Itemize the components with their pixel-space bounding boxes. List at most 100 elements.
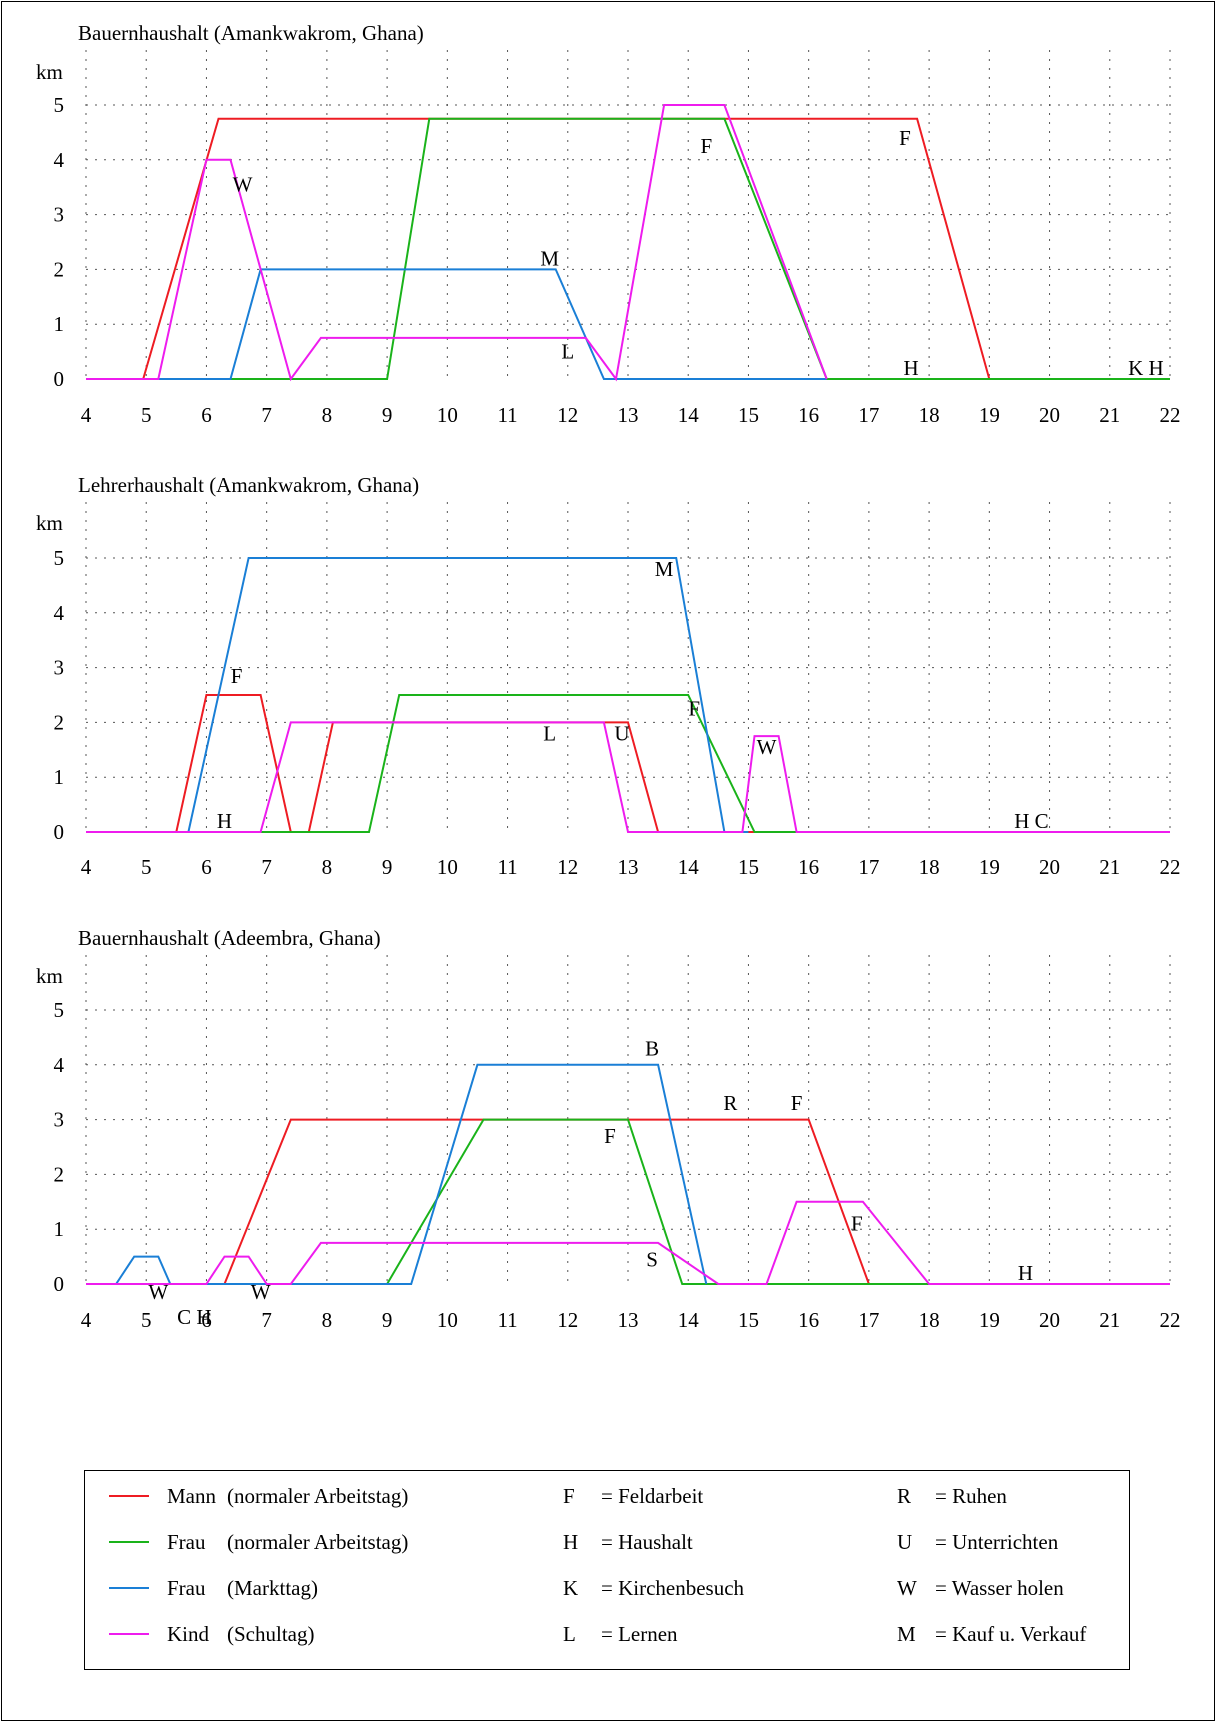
x-tick-label: 20 bbox=[1039, 403, 1060, 427]
x-tick-label: 10 bbox=[437, 855, 458, 879]
legend-desc: (normaler Arbeitstag) bbox=[227, 1529, 409, 1554]
series-line-kind bbox=[86, 1200, 1170, 1285]
code-feldarbeit: F = Feldarbeit bbox=[563, 1481, 703, 1511]
x-tick-label: 13 bbox=[618, 1308, 639, 1332]
x-tick-label: 9 bbox=[382, 1308, 393, 1332]
chart-panel-2: Lehrerhaushalt (Amankwakrom, Ghana) km 4 5 6… bbox=[36, 473, 1181, 879]
code-haushalt: H = Haushalt bbox=[563, 1527, 693, 1557]
y-tick-label: 5 bbox=[54, 998, 65, 1022]
x-tick-label: 20 bbox=[1039, 1308, 1060, 1332]
x-tick-label: 5 bbox=[141, 855, 152, 879]
x-tick-label: 4 bbox=[81, 1308, 92, 1332]
x-tick-label: 14 bbox=[678, 855, 700, 879]
x-tick-label: 7 bbox=[261, 1308, 272, 1332]
y-tick-label: 2 bbox=[54, 257, 65, 281]
x-tick-label: 16 bbox=[798, 403, 819, 427]
x-tick-label: 10 bbox=[437, 1308, 458, 1332]
x-tick-label: 9 bbox=[382, 855, 393, 879]
y-tick-label: 1 bbox=[54, 312, 65, 336]
x-tick-label: 15 bbox=[738, 403, 759, 427]
y-tick-label: 5 bbox=[54, 93, 65, 117]
x-tick-label: 17 bbox=[858, 403, 879, 427]
code-text: = Haushalt bbox=[601, 1529, 693, 1554]
legend: Mann (normaler Arbeitstag) Frau (normale… bbox=[84, 1470, 1130, 1670]
activity-annotation: F bbox=[899, 126, 911, 150]
activity-annotation: F bbox=[231, 664, 243, 688]
code-letter: K bbox=[563, 1575, 579, 1600]
activity-annotation: K H bbox=[1128, 356, 1164, 380]
series-line-kind bbox=[86, 104, 828, 382]
activity-annotation: F bbox=[851, 1212, 863, 1236]
chart-panel-1: Bauernhaushalt (Amankwakrom, Ghana) km 4 5 6… bbox=[36, 21, 1181, 427]
code-letter: M bbox=[897, 1621, 916, 1646]
x-tick-label: 19 bbox=[979, 855, 1000, 879]
legend-name: Kind bbox=[167, 1621, 209, 1646]
code-letter: U bbox=[897, 1529, 913, 1554]
legend-item-frau: Frau (normaler Arbeitstag) bbox=[109, 1527, 408, 1557]
activity-annotation: W bbox=[148, 1280, 168, 1304]
x-tick-label: 8 bbox=[322, 855, 333, 879]
activity-annotation: H bbox=[217, 809, 232, 833]
y-tick-label: 0 bbox=[54, 1272, 65, 1296]
x-tick-label: 12 bbox=[557, 855, 578, 879]
x-tick-label: 11 bbox=[497, 855, 517, 879]
x-tick-label: 21 bbox=[1099, 855, 1120, 879]
code-text: = Kirchenbesuch bbox=[601, 1575, 745, 1600]
legend-name: Mann bbox=[167, 1483, 216, 1508]
activity-annotation: F bbox=[700, 134, 712, 158]
y-tick-label: 1 bbox=[54, 1217, 65, 1241]
y-tick-label: 4 bbox=[54, 601, 65, 625]
legend-name: Frau bbox=[167, 1529, 206, 1554]
x-tick-label: 13 bbox=[618, 403, 639, 427]
code-kirchenbesuch: K = Kirchenbesuch bbox=[563, 1573, 744, 1603]
series-line-frau-markt bbox=[86, 268, 827, 380]
code-text: = Wasser holen bbox=[935, 1575, 1064, 1600]
activity-annotation: W bbox=[233, 172, 253, 196]
x-tick-label: 6 bbox=[201, 855, 212, 879]
x-tick-label: 18 bbox=[919, 1308, 940, 1332]
x-tick-label: 5 bbox=[141, 1308, 152, 1332]
x-tick-label: 5 bbox=[141, 403, 152, 427]
activity-annotation: F bbox=[688, 697, 700, 721]
x-tick-label: 18 bbox=[919, 855, 940, 879]
series-line-mann bbox=[86, 694, 755, 833]
legend-desc: (Markttag) bbox=[227, 1575, 318, 1600]
y-axis-label: km bbox=[36, 964, 63, 988]
y-tick-label: 0 bbox=[54, 820, 65, 844]
legend-item-frau-markt: Frau (Markttag) bbox=[109, 1573, 318, 1603]
x-tick-label: 4 bbox=[81, 403, 92, 427]
activity-annotation: F bbox=[604, 1124, 616, 1148]
x-tick-label: 11 bbox=[497, 403, 517, 427]
x-tick-label: 10 bbox=[437, 403, 458, 427]
code-wasser-holen: W = Wasser holen bbox=[897, 1573, 1064, 1603]
activity-annotation: H C bbox=[1014, 809, 1048, 833]
x-tick-label: 17 bbox=[858, 1308, 879, 1332]
x-tick-label: 8 bbox=[322, 403, 333, 427]
legend-swatch-frau-markt bbox=[109, 1587, 149, 1589]
x-tick-label: 12 bbox=[557, 1308, 578, 1332]
code-text: = Unterrichten bbox=[935, 1529, 1059, 1554]
legend-swatch-kind bbox=[109, 1633, 149, 1635]
code-unterrichten: U = Unterrichten bbox=[897, 1527, 1058, 1557]
x-tick-label: 22 bbox=[1160, 855, 1181, 879]
chart-title: Lehrerhaushalt (Amankwakrom, Ghana) bbox=[78, 473, 419, 497]
activity-annotation: S bbox=[646, 1247, 658, 1271]
x-tick-label: 11 bbox=[497, 1308, 517, 1332]
y-tick-label: 3 bbox=[54, 1108, 65, 1132]
x-tick-label: 15 bbox=[738, 1308, 759, 1332]
chart-title: Bauernhaushalt (Adeembra, Ghana) bbox=[78, 926, 381, 950]
code-text: = Feldarbeit bbox=[601, 1483, 704, 1508]
activity-annotation: M bbox=[655, 557, 674, 581]
x-tick-label: 21 bbox=[1099, 1308, 1120, 1332]
legend-swatch-mann bbox=[109, 1495, 149, 1497]
legend-name: Frau bbox=[167, 1575, 206, 1600]
y-tick-label: 3 bbox=[54, 656, 65, 680]
x-tick-label: 4 bbox=[81, 855, 92, 879]
x-tick-label: 20 bbox=[1039, 855, 1060, 879]
chart-title: Bauernhaushalt (Amankwakrom, Ghana) bbox=[78, 21, 424, 45]
activity-annotation: W bbox=[251, 1280, 271, 1304]
x-tick-label: 6 bbox=[201, 1308, 212, 1332]
x-tick-label: 6 bbox=[201, 403, 212, 427]
x-tick-label: 19 bbox=[979, 1308, 1000, 1332]
